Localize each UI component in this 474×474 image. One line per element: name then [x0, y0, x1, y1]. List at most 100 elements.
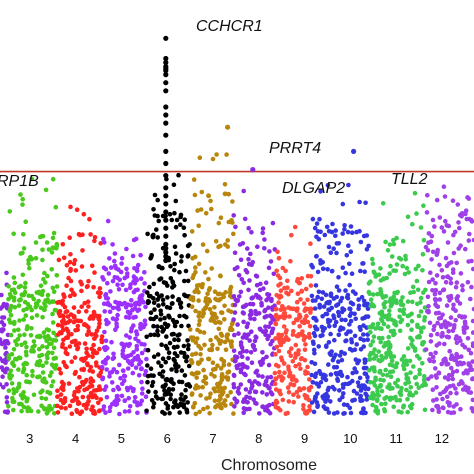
snp-point	[170, 279, 175, 284]
snp-point	[316, 344, 322, 349]
snp-point	[417, 371, 422, 377]
snp-point	[263, 332, 268, 338]
snp-point	[390, 363, 395, 368]
snp-point	[151, 296, 156, 301]
snp-point	[117, 411, 122, 417]
snp-point	[127, 341, 132, 347]
snp-point	[20, 392, 25, 398]
snp-point	[353, 316, 359, 322]
snp-point	[291, 306, 297, 312]
snp-point	[72, 371, 78, 377]
snp-point	[136, 373, 142, 378]
snp-point	[204, 396, 209, 401]
snp-point	[389, 358, 395, 364]
snp-point	[139, 350, 145, 356]
snp-point	[230, 199, 235, 204]
snp-point	[159, 342, 164, 348]
snp-point	[228, 284, 234, 290]
snp-point	[352, 333, 358, 339]
snp-point	[277, 369, 282, 375]
snp-point	[12, 280, 18, 286]
snp-point	[74, 407, 79, 413]
snp-point	[168, 392, 173, 398]
snp-point	[142, 281, 147, 286]
snp-point	[99, 364, 105, 370]
snp-point	[23, 349, 29, 355]
snp-point	[316, 236, 322, 242]
snp-point	[462, 319, 468, 325]
snp-point	[456, 220, 461, 225]
snp-point	[469, 406, 474, 411]
snp-point	[315, 294, 321, 300]
snp-point	[445, 274, 450, 280]
snp-point	[183, 268, 189, 274]
snp-point	[389, 254, 395, 259]
snp-point	[229, 342, 234, 348]
snp-point	[107, 408, 112, 414]
snp-point	[470, 330, 474, 335]
snp-point	[231, 348, 237, 354]
gene-label-prrt4: PRRT4	[269, 140, 321, 157]
snp-point	[395, 384, 400, 389]
snp-point	[67, 318, 73, 324]
snp-point	[468, 350, 474, 356]
top-snp-point-chr6	[163, 253, 169, 259]
snp-point	[261, 286, 266, 291]
snp-point	[0, 382, 3, 387]
snp-point	[360, 316, 365, 321]
snp-point	[16, 367, 21, 372]
snp-point	[86, 278, 91, 284]
snp-point	[275, 273, 281, 278]
snp-point	[59, 319, 65, 324]
snp-point	[151, 316, 156, 322]
snp-point	[23, 280, 28, 286]
snp-point	[109, 369, 115, 375]
snp-point	[125, 309, 131, 315]
snp-point	[196, 322, 202, 328]
snp-point	[148, 310, 154, 316]
top-snp-point-chr6	[163, 112, 169, 118]
snp-point	[125, 366, 131, 371]
snp-point	[280, 265, 286, 271]
snp-point	[361, 332, 366, 337]
snp-point	[416, 385, 422, 391]
snp-point	[363, 200, 368, 206]
snp-point	[182, 278, 187, 284]
snp-point	[8, 368, 14, 374]
snp-point	[309, 400, 315, 405]
snp-point	[278, 407, 283, 413]
snp-point	[229, 218, 234, 223]
snp-point	[176, 337, 181, 343]
snp-point	[8, 306, 13, 312]
snp-point	[446, 294, 451, 300]
snp-point	[326, 300, 332, 306]
chromosome-10-points	[309, 182, 371, 416]
snp-point	[347, 322, 352, 327]
snp-point	[266, 362, 272, 368]
snp-point	[115, 312, 120, 318]
snp-point	[471, 237, 474, 243]
snp-point	[435, 320, 440, 326]
snp-point	[433, 350, 438, 356]
snp-point	[170, 387, 176, 392]
snp-point	[0, 337, 3, 342]
snp-point	[10, 395, 15, 401]
snp-point	[163, 359, 168, 365]
snp-point	[127, 360, 132, 366]
snp-point	[36, 346, 42, 352]
snp-point	[232, 310, 238, 315]
snp-point	[317, 305, 323, 310]
snp-point	[404, 362, 410, 367]
snp-point	[131, 386, 136, 392]
snp-point	[437, 297, 443, 302]
snp-point	[375, 397, 380, 403]
snp-point	[79, 282, 84, 287]
snp-point	[218, 243, 223, 249]
snp-point	[277, 340, 283, 346]
snp-point	[290, 359, 296, 364]
snp-point	[343, 270, 348, 276]
snp-point	[333, 233, 338, 239]
snp-point	[402, 271, 408, 277]
snp-point	[119, 341, 124, 347]
snp-point	[34, 290, 40, 295]
